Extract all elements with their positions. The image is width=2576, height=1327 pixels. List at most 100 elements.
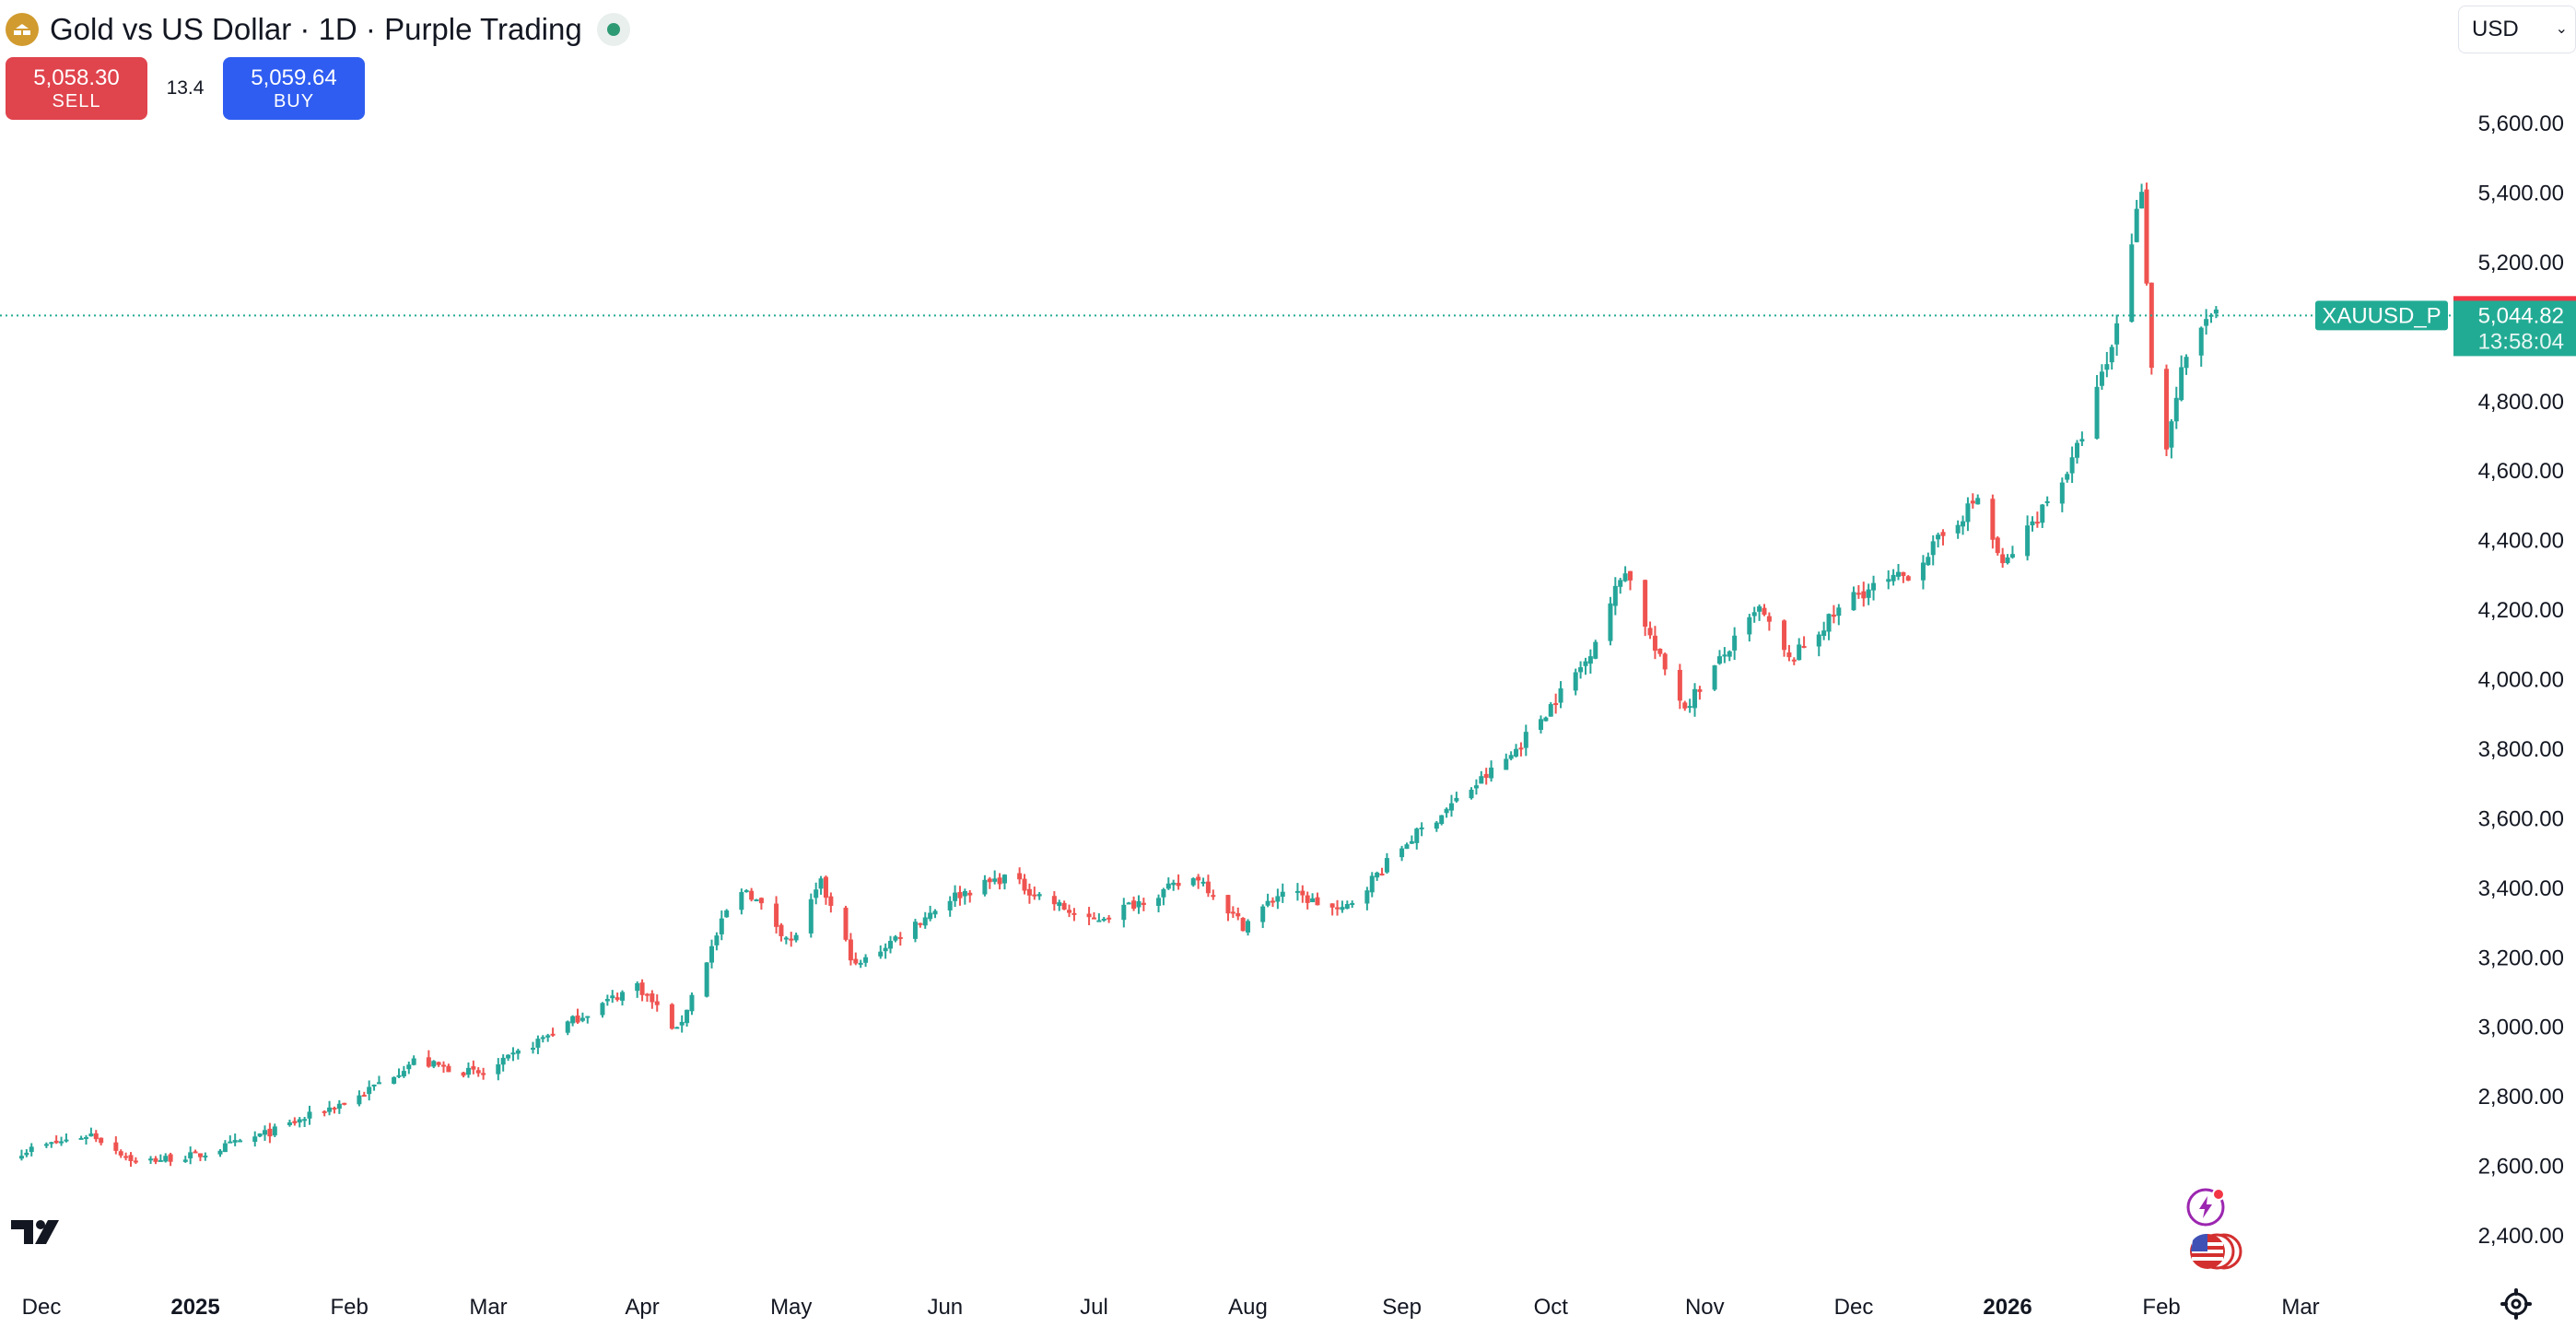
candle-body xyxy=(232,1140,238,1143)
candle-body xyxy=(203,1156,208,1158)
buy-button[interactable]: 5,059.64 BUY xyxy=(223,57,365,120)
candle-body xyxy=(1489,767,1494,779)
candle-body xyxy=(1687,706,1692,709)
candle-body xyxy=(392,1076,397,1085)
candle-body xyxy=(1712,665,1717,690)
candle-body xyxy=(1851,592,1856,611)
candle-body xyxy=(2144,189,2149,284)
candle-body xyxy=(1697,689,1703,692)
candle-body xyxy=(1905,576,1911,581)
candle-body xyxy=(1504,758,1509,770)
candle-body xyxy=(1235,912,1241,917)
candle-body xyxy=(1891,574,1896,581)
candle-body xyxy=(1866,589,1871,598)
price-axis-tick: 4,000.00 xyxy=(2478,668,2564,693)
candle-body xyxy=(650,993,655,1003)
gear-icon[interactable] xyxy=(2500,1288,2532,1324)
candle-body xyxy=(883,947,888,952)
candle-body xyxy=(1340,907,1345,910)
candle-body xyxy=(2030,521,2035,526)
candle-body xyxy=(1051,896,1057,905)
price-axis-tick: 3,000.00 xyxy=(2478,1016,2564,1040)
candle-body xyxy=(932,910,938,915)
candle-body xyxy=(779,924,784,936)
time-axis-tick: Feb xyxy=(330,1295,368,1320)
candle-body xyxy=(1036,894,1042,897)
candle-body xyxy=(987,878,992,883)
candle-body xyxy=(78,1137,84,1140)
candle-body xyxy=(808,898,814,934)
candle-body xyxy=(446,1065,451,1073)
candle-body xyxy=(1404,844,1410,850)
us-flag-economic-events-icon[interactable] xyxy=(2187,1231,2242,1272)
time-axis-tick: Sep xyxy=(1382,1295,1422,1320)
candle-body xyxy=(749,890,755,900)
candle-body xyxy=(2079,439,2085,442)
candle-body xyxy=(531,1048,536,1051)
candle-body xyxy=(2044,500,2050,503)
candle-body xyxy=(1970,500,1975,504)
price-axis-tick: 5,200.00 xyxy=(2478,251,2564,276)
lightning-event-icon[interactable] xyxy=(2185,1187,2226,1227)
market-status-indicator[interactable] xyxy=(596,13,630,46)
tradingview-logo[interactable] xyxy=(11,1218,70,1251)
candle-body xyxy=(238,1140,243,1143)
candle-body xyxy=(620,992,626,1001)
candle-body xyxy=(639,982,645,995)
candle-body xyxy=(575,1015,580,1023)
candle-body xyxy=(49,1142,54,1145)
candle-body xyxy=(84,1136,89,1139)
candle-body xyxy=(168,1154,173,1162)
candle-body xyxy=(962,890,967,897)
candle-body xyxy=(565,1021,570,1033)
candle-body xyxy=(1444,808,1449,814)
candle-body xyxy=(2139,192,2145,209)
candle-body xyxy=(2213,309,2219,314)
candle-body xyxy=(426,1057,431,1067)
candle-body xyxy=(361,1095,367,1098)
candle-body xyxy=(133,1160,138,1163)
candle-body xyxy=(18,1156,24,1159)
candle-body xyxy=(263,1130,268,1135)
buy-price: 5,059.64 xyxy=(251,65,337,90)
candle-body xyxy=(431,1061,437,1067)
candle-body xyxy=(2059,482,2065,504)
candle-body xyxy=(600,1003,605,1016)
price-axis-tick: 3,400.00 xyxy=(2478,876,2564,901)
candle-body xyxy=(957,892,963,898)
candle-body xyxy=(99,1137,104,1144)
candle-body xyxy=(2104,364,2110,370)
candle-body xyxy=(783,937,789,940)
candle-body xyxy=(1751,612,1757,617)
symbol-title[interactable]: Gold vs US Dollar · 1D · Purple Trading xyxy=(50,12,582,46)
candle-body xyxy=(118,1151,123,1156)
candle-body xyxy=(2184,357,2189,369)
candle-body xyxy=(1190,878,1196,886)
candle-body xyxy=(64,1139,69,1142)
currency-select[interactable]: USD ⌄ xyxy=(2458,6,2576,53)
candle-body xyxy=(1995,537,2000,554)
candle-body xyxy=(1305,895,1310,903)
candle-body xyxy=(327,1107,333,1112)
candle-body xyxy=(1732,635,1738,651)
candle-body xyxy=(1315,897,1320,906)
candle-body xyxy=(1270,900,1275,903)
price-axis-tick: 4,400.00 xyxy=(2478,529,2564,554)
candle-body xyxy=(342,1102,347,1105)
candle-body xyxy=(1275,896,1281,902)
candle-body xyxy=(1722,654,1727,657)
candle-body xyxy=(739,892,744,910)
candle-body xyxy=(1230,911,1235,914)
candle-body xyxy=(441,1064,447,1067)
time-axis-tick: 2026 xyxy=(1983,1295,2032,1320)
price-axis-tick: 4,600.00 xyxy=(2478,459,2564,484)
candle-body xyxy=(982,879,988,895)
candle-body xyxy=(222,1143,228,1153)
candle-body xyxy=(1310,898,1316,903)
sell-button[interactable]: 5,058.30 SELL xyxy=(6,57,147,120)
candle-body xyxy=(1483,773,1489,779)
candle-body xyxy=(1593,641,1598,659)
candle-body xyxy=(1205,881,1211,894)
candle-body xyxy=(1473,785,1479,789)
